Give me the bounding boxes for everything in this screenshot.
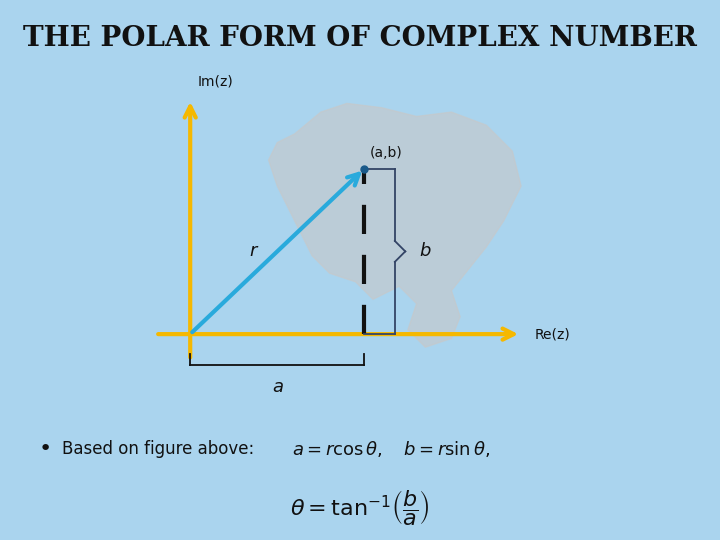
Text: (a,b): (a,b) <box>369 146 402 160</box>
Text: THE POLAR FORM OF COMPLEX NUMBER: THE POLAR FORM OF COMPLEX NUMBER <box>23 25 697 52</box>
Text: a: a <box>271 377 283 396</box>
Text: Re(z): Re(z) <box>534 327 570 341</box>
Text: Im(z): Im(z) <box>197 75 233 89</box>
Text: Based on figure above:: Based on figure above: <box>62 441 254 458</box>
Polygon shape <box>269 103 521 347</box>
Text: r: r <box>249 242 256 260</box>
Text: b: b <box>419 242 431 260</box>
Text: $\theta = \tan^{-1}\!\left(\dfrac{b}{a}\right)$: $\theta = \tan^{-1}\!\left(\dfrac{b}{a}\… <box>290 488 430 527</box>
Text: •: • <box>39 440 52 460</box>
Text: $a = r\cos\theta,\quad b = r\sin\theta,$: $a = r\cos\theta,\quad b = r\sin\theta,$ <box>292 440 490 460</box>
